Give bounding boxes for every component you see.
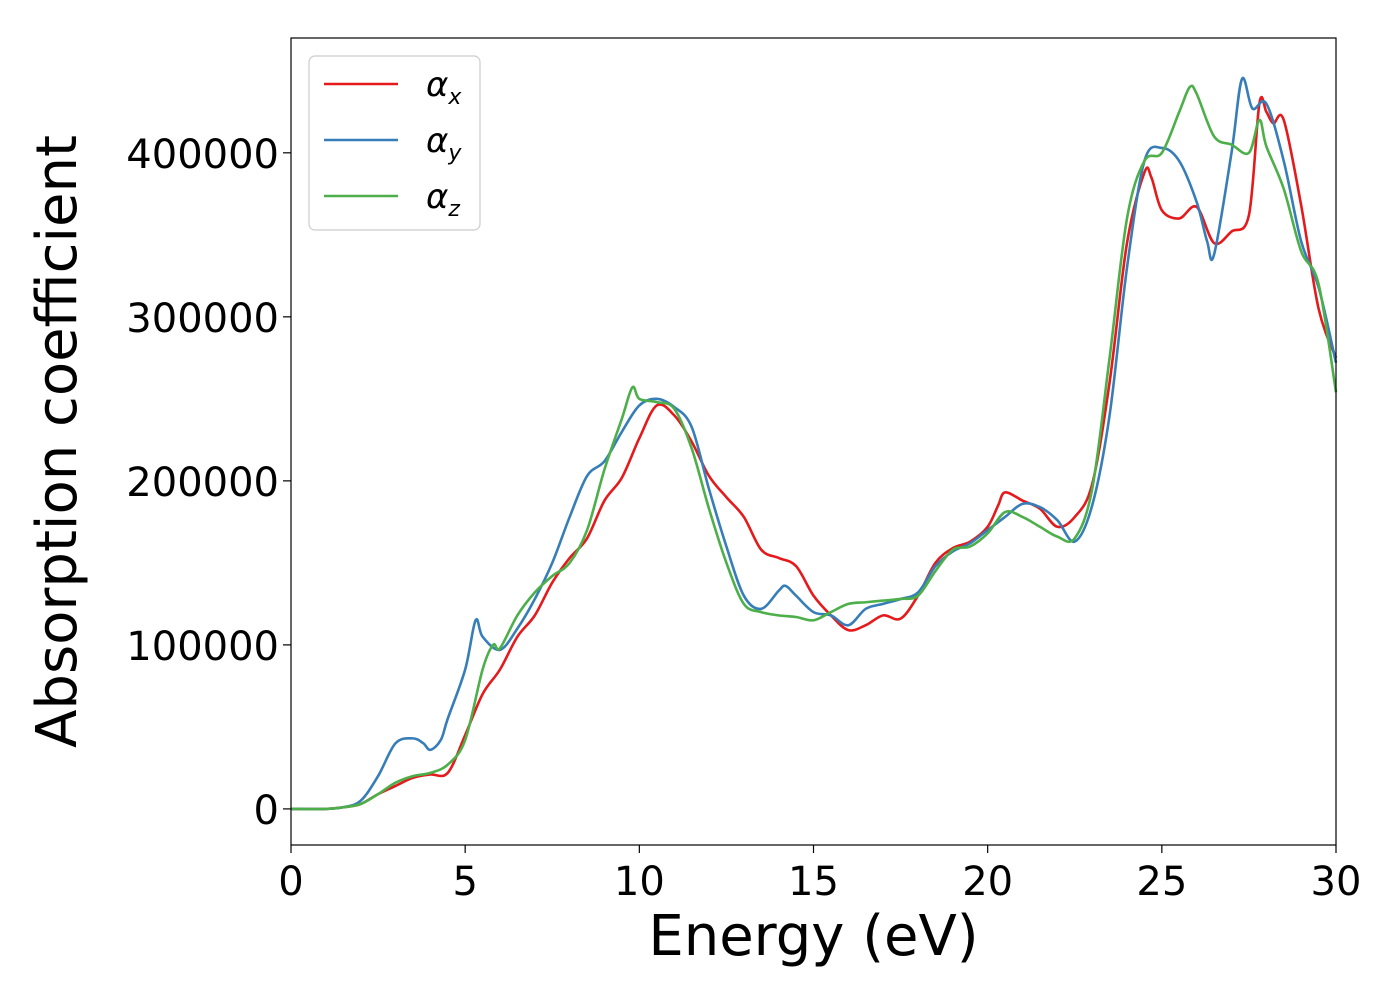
x-tick-label: 20 <box>962 859 1013 905</box>
y-axis-title: Absorption coefficient <box>25 135 90 748</box>
legend: αx αy αz <box>308 55 481 231</box>
x-tick-label: 25 <box>1136 859 1187 905</box>
series-layer <box>290 76 1338 811</box>
legend-label-alpha-z: αz <box>426 177 460 222</box>
legend-label-alpha-x: αx <box>426 65 462 110</box>
legend-label-alpha-y: αy <box>426 121 462 166</box>
y-tick-label: 100000 <box>126 624 279 670</box>
x-tick-label: 30 <box>1311 859 1362 905</box>
y-tick-label: 400000 <box>126 132 279 178</box>
x-tick-label: 10 <box>614 859 665 905</box>
x-tick-label: 0 <box>278 859 303 905</box>
legend-box <box>308 55 481 231</box>
y-axis-ticks: 0 100000 200000 300000 400000 <box>126 132 291 834</box>
x-tick-label: 5 <box>452 859 477 905</box>
x-tick-label: 15 <box>788 859 839 905</box>
y-tick-label: 200000 <box>126 460 279 506</box>
series-line-alpha-y <box>290 76 1338 811</box>
x-axis-title: Energy (eV) <box>648 904 978 969</box>
x-axis-ticks: 0 5 10 15 20 25 30 <box>278 845 1361 905</box>
series-line-alpha-x <box>290 95 1338 811</box>
y-tick-label: 0 <box>254 788 279 834</box>
series-line-alpha-z <box>290 84 1338 811</box>
y-tick-label: 300000 <box>126 296 279 342</box>
